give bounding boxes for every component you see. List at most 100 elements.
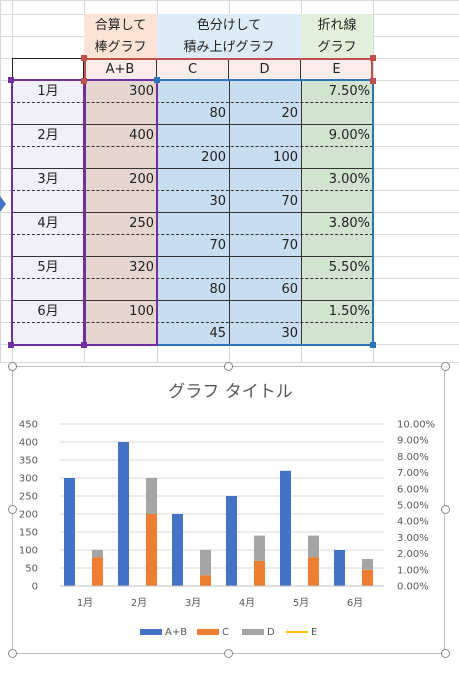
c-value-cell[interactable]: 80 (209, 281, 226, 297)
bar-ab (334, 550, 345, 586)
y2-axis-tick-label: 5.00% (397, 501, 429, 512)
y2-axis-tick-label: 8.00% (397, 452, 429, 463)
x-axis-tick-label: 1月 (77, 597, 93, 609)
resize-handle-middle-right[interactable] (441, 505, 450, 514)
header-group3-line1: 折れ線 (317, 17, 357, 33)
d-value-cell[interactable]: 30 (281, 325, 298, 341)
ab-value-cell[interactable]: 300 (129, 83, 154, 99)
range-handle[interactable] (370, 55, 376, 61)
range-handle[interactable] (8, 77, 14, 83)
header-group2-line1: 色分けして (196, 17, 262, 33)
d-value-cell[interactable]: 60 (281, 281, 298, 297)
e-value-cell[interactable]: 3.80% (328, 215, 370, 231)
range-handle[interactable] (8, 342, 14, 348)
ab-value-cell[interactable]: 250 (129, 215, 154, 231)
bar-d (146, 478, 157, 514)
x-axis-tick-label: 2月 (131, 597, 147, 609)
legend-item: D (242, 627, 275, 638)
c-value-cell[interactable]: 80 (209, 105, 226, 121)
y2-axis-tick-label: 3.00% (397, 533, 429, 544)
month-cell[interactable]: 6月 (37, 303, 59, 319)
e-value-cell[interactable]: 3.00% (328, 171, 370, 187)
resize-handle-top-center[interactable] (224, 362, 233, 371)
row-indicator-arrow[interactable] (0, 196, 6, 212)
header-group1-line2: 棒グラフ (94, 39, 147, 55)
header-group1-line1: 合算して (94, 17, 147, 33)
header-group-fill-e (301, 14, 373, 58)
resize-handle-bottom-center[interactable] (224, 649, 233, 658)
month-cell[interactable]: 3月 (37, 171, 59, 187)
column-header-A+B[interactable]: A+B (84, 58, 157, 80)
range-handle[interactable] (81, 55, 87, 61)
bar-d (362, 559, 373, 570)
chart-title: グラフ タイトル (168, 382, 292, 402)
month-cell[interactable]: 1月 (37, 83, 59, 99)
empty-header-cell (12, 58, 84, 80)
bar-c (146, 514, 157, 586)
row-dashed-separator (12, 234, 373, 235)
c-value-cell[interactable]: 70 (209, 237, 226, 253)
row-solid-separator (12, 256, 373, 257)
bar-ab (64, 478, 75, 586)
month-range-selection (11, 79, 86, 346)
ab-value-cell[interactable]: 320 (129, 259, 154, 275)
column-header-D[interactable]: D (229, 58, 301, 80)
legend-swatch (197, 629, 219, 635)
ab-range-selection (83, 79, 158, 346)
d-value-cell[interactable]: 70 (281, 237, 298, 253)
range-handle[interactable] (370, 78, 376, 84)
bar-d (200, 550, 211, 576)
resize-handle-top-left[interactable] (8, 362, 17, 371)
c-value-cell[interactable]: 200 (201, 149, 226, 165)
row-dashed-separator (12, 322, 373, 323)
resize-handle-middle-left[interactable] (8, 505, 17, 514)
e-value-cell[interactable]: 9.00% (328, 127, 370, 143)
bar-ab (280, 470, 291, 586)
ab-value-cell[interactable]: 100 (129, 303, 154, 319)
chart-svg: グラフ タイトル 0 50 100 150 200 250 300 350 400 450 0.00%… (19, 382, 435, 638)
e-value-cell[interactable]: 7.50% (328, 83, 370, 99)
month-cell[interactable]: 5月 (37, 259, 59, 275)
y2-axis-tick-label: 6.00% (397, 484, 429, 495)
d-value-cell[interactable]: 20 (281, 105, 298, 121)
y2-axis-tick-label: 9.00% (397, 436, 429, 447)
resize-handle-top-right[interactable] (441, 362, 450, 371)
range-handle[interactable] (154, 77, 160, 83)
range-handle[interactable] (81, 78, 87, 84)
row-solid-separator (12, 300, 373, 301)
d-value-cell[interactable]: 100 (273, 149, 298, 165)
resize-handle-bottom-right[interactable] (441, 649, 450, 658)
bar-c (362, 569, 373, 586)
header-group-fill-cd (157, 14, 301, 58)
d-value-cell[interactable]: 70 (281, 193, 298, 209)
e-value-cell[interactable]: 5.50% (328, 259, 370, 275)
month-cell[interactable]: 4月 (37, 215, 59, 231)
c-value-cell[interactable]: 30 (209, 193, 226, 209)
c-value-cell[interactable]: 45 (209, 325, 226, 341)
resize-handle-bottom-left[interactable] (8, 649, 17, 658)
y-axis-tick-label: 50 (25, 564, 38, 575)
bar-c (254, 560, 265, 586)
y2-axis-tick-label: 0.00% (397, 582, 429, 593)
range-handle[interactable] (370, 342, 376, 348)
bar-c (308, 557, 319, 586)
row-solid-separator (12, 168, 373, 169)
bar-ab (118, 442, 129, 586)
e-value-cell[interactable]: 1.50% (328, 303, 370, 319)
bar-d (308, 535, 319, 558)
bar-ab (172, 514, 183, 586)
range-handle[interactable] (81, 342, 87, 348)
y-axis-tick-label: 450 (19, 420, 38, 431)
ab-value-cell[interactable]: 200 (129, 171, 154, 187)
row-dashed-separator (12, 190, 373, 191)
y2-axis-tick-label: 2.00% (397, 549, 429, 560)
header-group-fill-ab (84, 14, 157, 58)
ab-value-cell[interactable]: 400 (129, 127, 154, 143)
legend-label: E (311, 627, 317, 638)
month-cell[interactable]: 2月 (37, 127, 59, 143)
column-header-C[interactable]: C (157, 58, 229, 80)
y-axis-tick-label: 400 (19, 438, 38, 449)
row-solid-separator (12, 212, 373, 213)
chart-object[interactable]: グラフ タイトル 0 50 100 150 200 250 300 350 400 450 0.00%… (12, 366, 445, 654)
gridline-vertical (0, 0, 1, 362)
